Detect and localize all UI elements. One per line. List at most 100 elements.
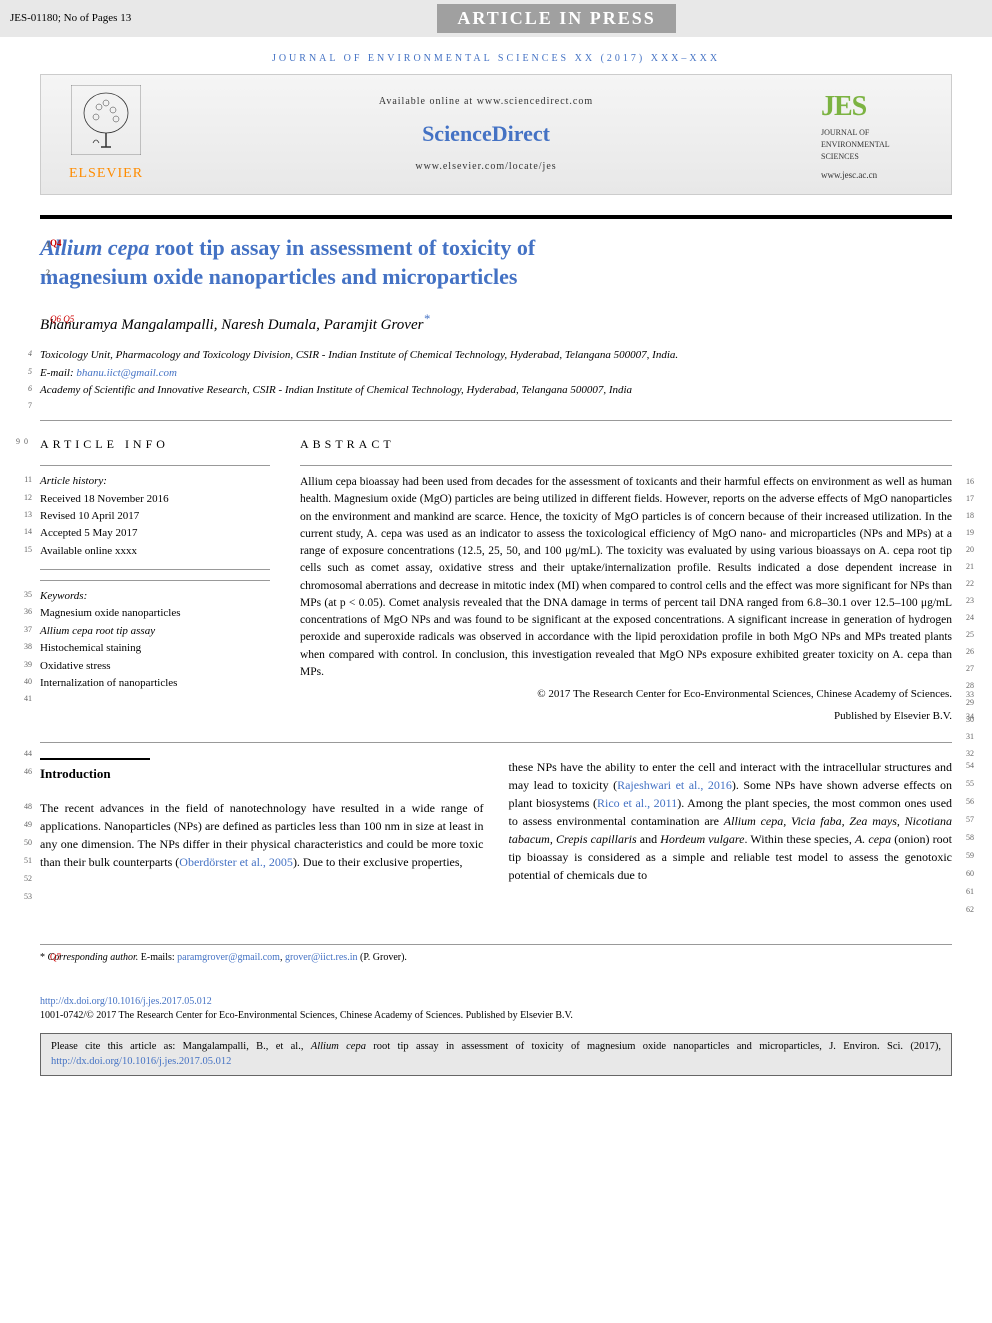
center-banner: Available online at www.sciencedirect.co… [151,95,821,174]
line-number: 2 [34,268,50,278]
ref-link-rajeshwari[interactable]: Rajeshwari et al., 2016 [617,778,732,792]
affiliation-2-text: Academy of Scientific and Innovative Res… [40,384,632,396]
line-number: 50 [16,837,32,849]
line-number: 58 [958,832,974,844]
history-revised: Revised 10 April 2017 [40,510,139,522]
body-col1-after: ). Due to their exclusive properties, [293,855,463,869]
jes-subtitle-1: JOURNAL OF [821,128,931,138]
author-email[interactable]: bhanu.iict@gmail.com [76,367,177,379]
jes-text: JES [821,87,931,126]
jes-logo: JES JOURNAL OF ENVIRONMENTAL SCIENCES ww… [821,87,931,182]
line-number: 18 [958,510,974,522]
author-star: * [423,312,429,326]
line-number: 49 [16,819,32,831]
divider [40,742,952,743]
line-number: 55 [958,778,974,790]
line-number: 38 [16,641,32,652]
elsevier-logo: ELSEVIER [61,85,151,184]
query-q4: Q4 [50,238,62,250]
line-number: 6 [16,383,32,394]
authors: Q6 Q5 Bhanuramya Mangalampalli, Naresh D… [40,311,952,336]
ref-link-rico[interactable]: Rico et al., 2011 [597,796,677,810]
line-number: 39 [16,659,32,670]
black-divider [40,215,952,219]
affiliation-2: 6 Academy of Scientific and Innovative R… [40,383,952,398]
body-columns: 46 Introduction 48 49 50 51 52 53 The re… [40,758,952,884]
article-ref: JES-01180; No of Pages 13 [10,11,131,26]
footnote-star: * [40,952,48,963]
history-label: Article history: [40,475,107,487]
cite-link[interactable]: http://dx.doi.org/10.1016/j.jes.2017.05.… [51,1056,231,1067]
line-number: 34 [958,711,974,722]
ref-link-oberdorster[interactable]: Oberdörster et al., 2005 [179,855,293,869]
body-col2-mid3: . Within these species, [744,832,854,846]
info-abstract-row: 90 ARTICLE INFO 11Article history: 12Rec… [40,436,952,724]
article-title: Q4 1 Allium cepa root tip assay in asses… [40,234,952,291]
line-number: 19 [958,527,974,539]
title-part2: magnesium oxide nanoparticles and microp… [40,264,517,289]
emails-label: E-mails: [138,952,177,963]
divider [40,420,952,421]
line-number: 32 [958,748,974,760]
line-number: 41 [16,693,32,704]
elsevier-tree-icon [71,85,141,155]
line-number: 40 [16,676,32,687]
corresponding-author-label: Corresponding author. [48,952,139,963]
line-number: 7 [16,400,32,411]
line-number: 17 [958,493,974,505]
header-banner: ELSEVIER Available online at www.science… [40,74,952,195]
email-label: E-mail: [40,367,76,379]
title-part1b: root tip assay in assessment of toxicity… [149,235,535,260]
affiliation-email: 5 E-mail: bhanu.iict@gmail.com [40,366,952,381]
published-by: 34 Published by Elsevier B.V. [300,709,952,724]
sciencedirect-logo: ScienceDirect [151,119,821,150]
keyword-2: Allium cepa root tip assay [40,625,155,637]
line-number: 11 [16,474,32,485]
line-number: 1 [34,240,50,250]
line-number: 35 [16,589,32,600]
body-col-right: 54 55 56 57 58 59 60 61 62 these NPs hav… [509,758,953,884]
line-number: 59 [958,850,974,862]
body-and: and [637,832,661,846]
available-online-text: Available online at www.sciencedirect.co… [151,95,821,109]
keywords-block: 35Keywords: 36Magnesium oxide nanopartic… [40,580,270,701]
introduction-heading: Introduction [40,758,150,784]
line-number: 21 [958,561,974,573]
affiliation-1: 4 Toxicology Unit, Pharmacology and Toxi… [40,348,952,363]
line-number: 48 [16,801,32,813]
issn-copyright: 1001-0742/© 2017 The Research Center for… [40,1009,952,1023]
line-number: 52 [16,873,32,885]
line-number: 25 [958,629,974,641]
copyright: 33 © 2017 The Research Center for Eco-En… [300,687,952,702]
history-block: 11Article history: 12Received 18 Novembe… [40,465,270,570]
cite-prefix: Please cite this article as: Mangalampal… [51,1041,311,1052]
corr-email-1[interactable]: paramgrover@gmail.com [177,952,280,963]
doi-link[interactable]: http://dx.doi.org/10.1016/j.jes.2017.05.… [40,996,212,1007]
line-number: 15 [16,544,32,555]
line-number: 62 [958,904,974,916]
body-col-left: 46 Introduction 48 49 50 51 52 53 The re… [40,758,484,884]
keyword-5: Internalization of nanoparticles [40,677,177,689]
keyword-3: Histochemical staining [40,642,141,654]
query-q6q5: Q6 Q5 [50,313,74,326]
line-number: 5 [16,366,32,377]
doi-section: http://dx.doi.org/10.1016/j.jes.2017.05.… [40,995,952,1023]
abstract-col: ABSTRACT 16 17 18 19 20 21 22 23 24 25 2… [300,436,952,724]
abstract-body: Allium cepa bioassay had been used from … [300,476,952,678]
abstract-heading: ABSTRACT [300,436,952,453]
line-number: 16 [958,476,974,488]
line-number: 61 [958,886,974,898]
line-number: 54 [958,760,974,772]
keyword-1: Magnesium oxide nanoparticles [40,607,181,619]
corr-email-2[interactable]: grover@iict.res.in [285,952,358,963]
cite-italic: Allium cepa [311,1041,366,1052]
jes-subtitle-3: SCIENCES [821,152,931,162]
locate-url[interactable]: www.elsevier.com/locate/jes [151,160,821,174]
line-number: 36 [16,606,32,617]
line-number: 26 [958,646,974,658]
jes-url[interactable]: www.jesc.ac.cn [821,169,931,182]
elsevier-text: ELSEVIER [61,164,151,184]
published-text: Published by Elsevier B.V. [834,710,952,722]
article-info-col: 90 ARTICLE INFO 11Article history: 12Rec… [40,436,270,724]
cite-box: Please cite this article as: Mangalampal… [40,1033,952,1076]
